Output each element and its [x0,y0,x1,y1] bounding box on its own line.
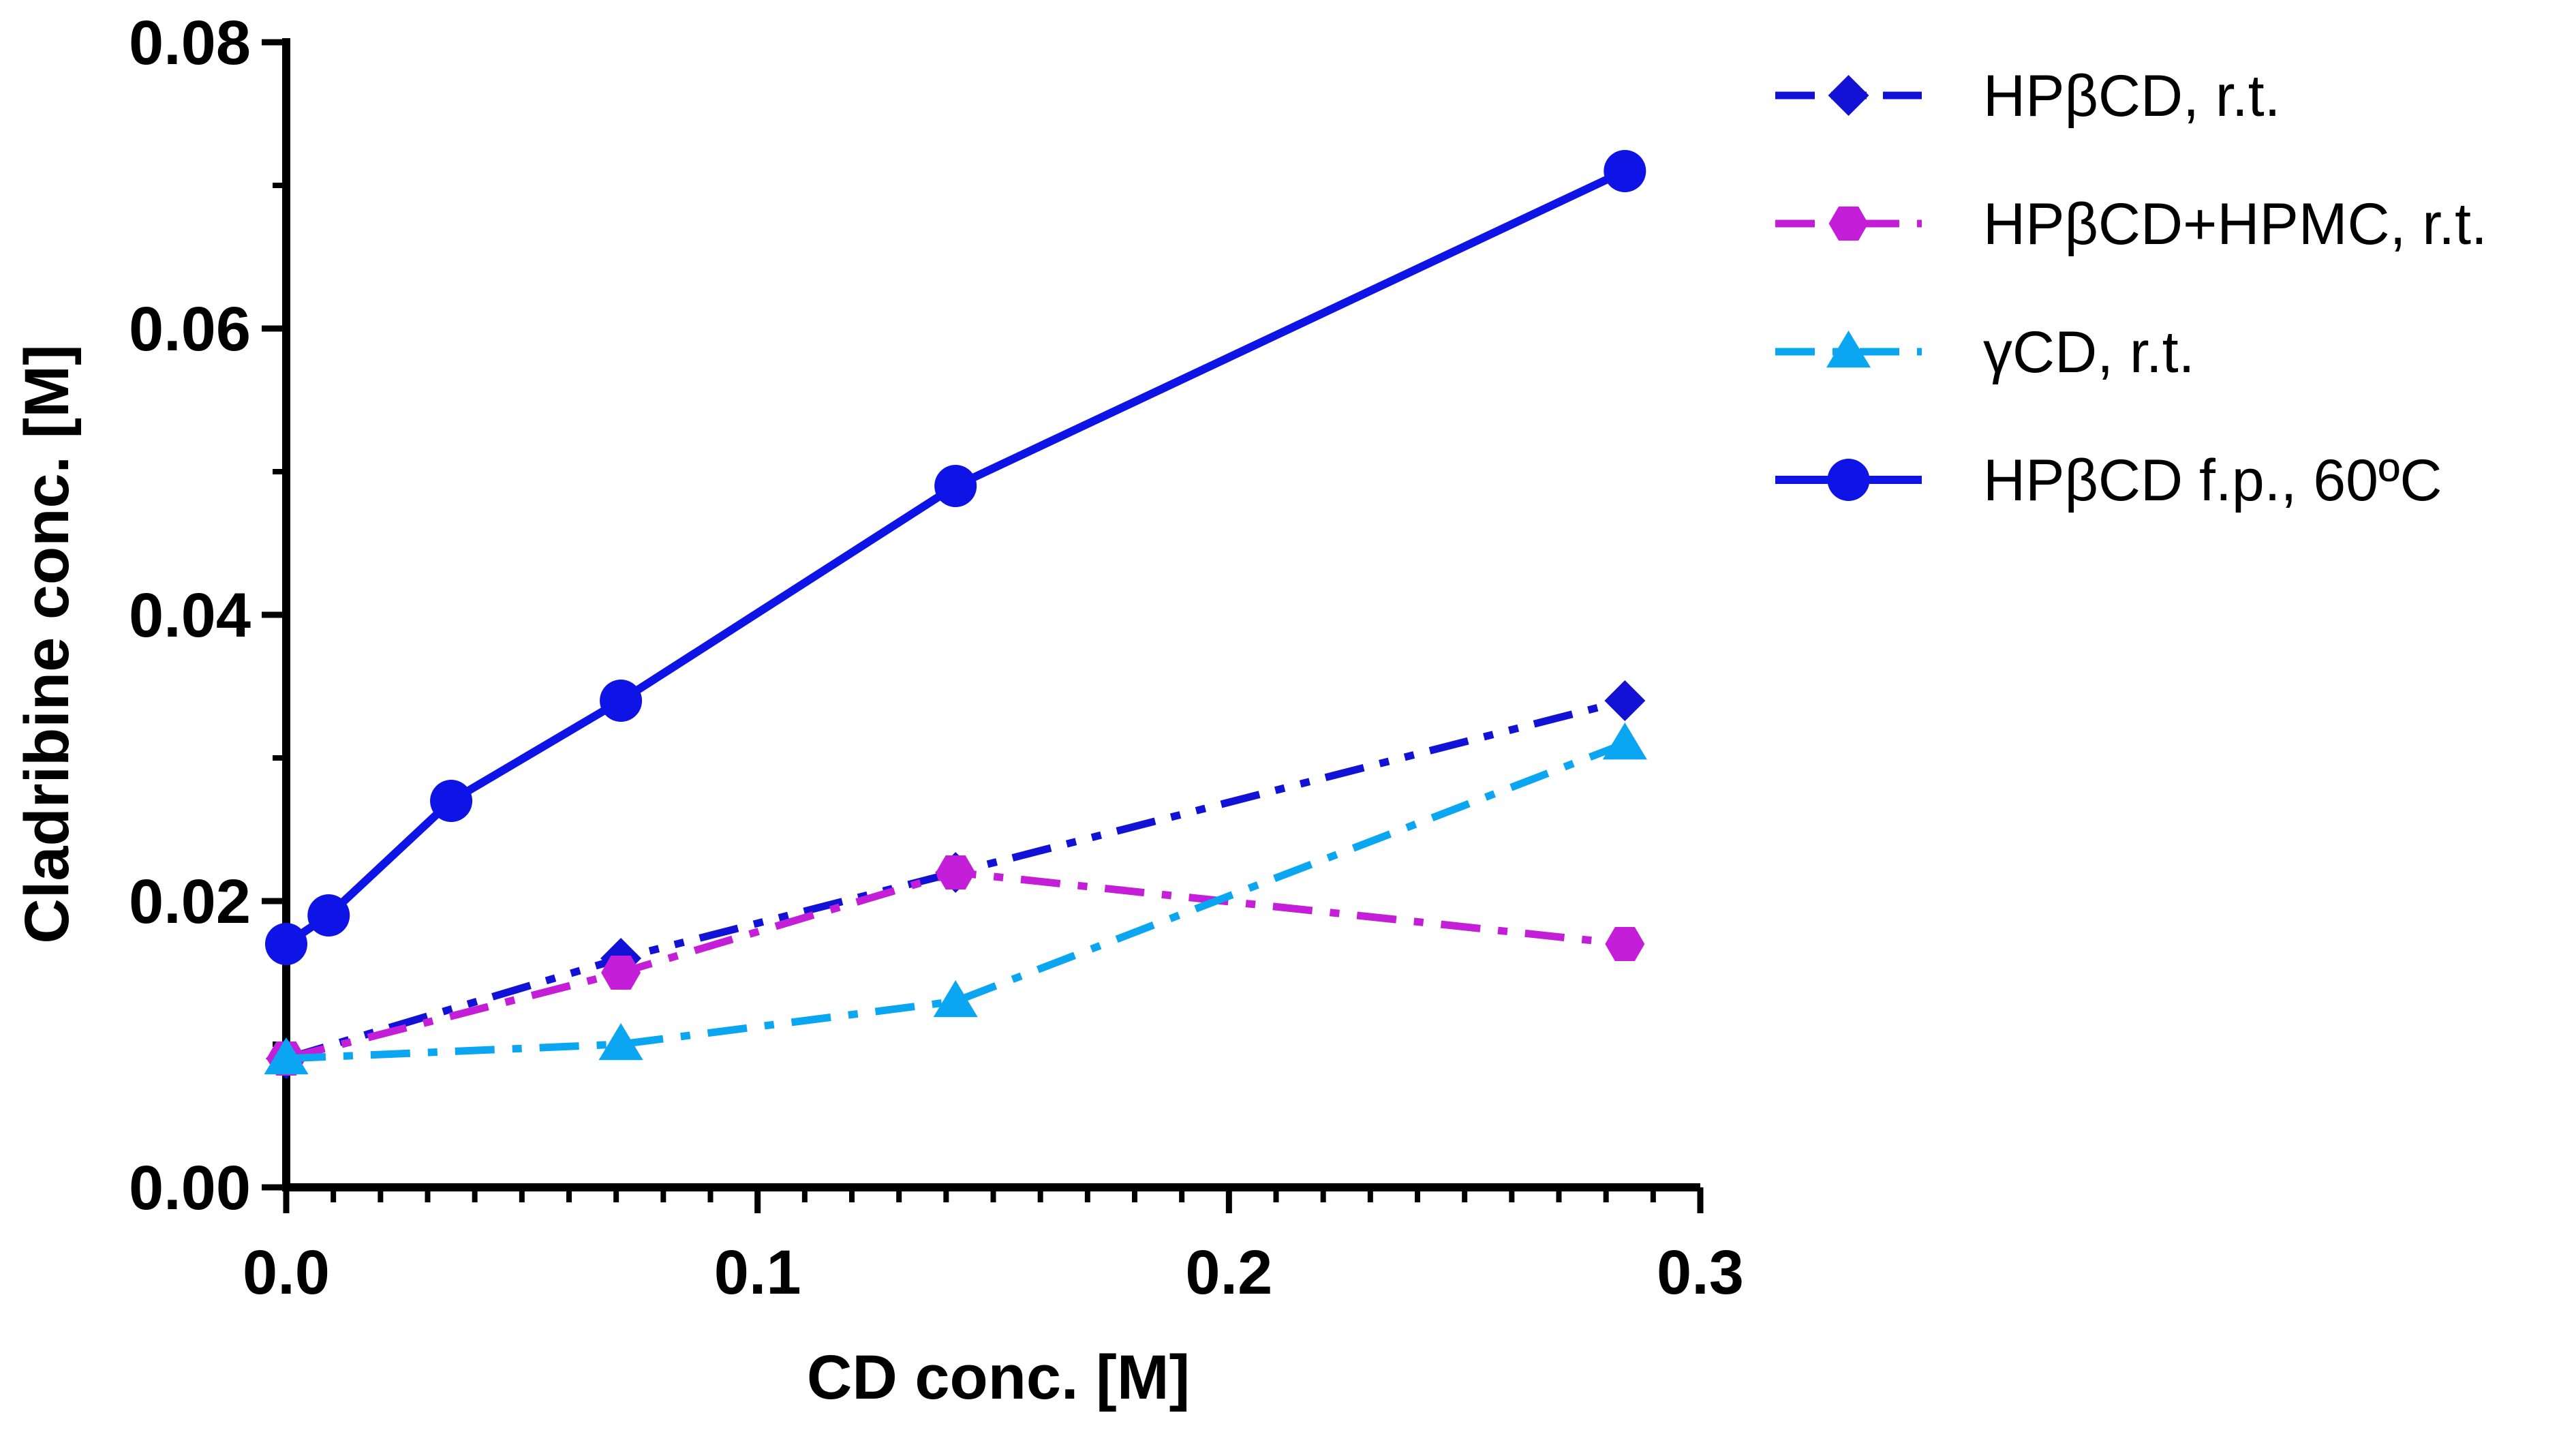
legend-item: γCD, r.t. [1775,320,2195,385]
data-point [1602,722,1647,760]
legend-item: HPβCD+HPMC, r.t. [1775,192,2487,257]
y-axis-title: Cladribine conc. [M] [12,344,82,943]
x-tick-label: 0.0 [243,1238,330,1307]
x-tick-label: 0.2 [1185,1238,1272,1307]
legend-marker [1828,207,1869,241]
data-point [264,1037,309,1075]
legend-label: γCD, r.t. [1983,320,2195,385]
data-point [601,956,641,990]
series-line [286,740,1627,1063]
legend-label: HPβCD, r.t. [1983,63,2281,129]
series-line [285,868,1625,1063]
legend-label: HPβCD f.p., 60ºC [1983,448,2442,513]
legend-marker [1827,459,1870,501]
legend-label: HPβCD+HPMC, r.t. [1983,192,2487,257]
legend-marker [1828,75,1869,116]
data-point [933,980,978,1018]
legend-marker [1826,331,1871,368]
y-tick-label: 0.06 [129,294,251,364]
data-point [430,780,473,822]
series-2 [264,722,1647,1075]
y-tick-label: 0.04 [129,581,251,650]
data-point [934,465,977,507]
x-tick-label: 0.3 [1657,1238,1744,1307]
data-point [1605,927,1645,961]
legend-item: HPβCD, r.t. [1775,63,2281,129]
data-point [1604,680,1646,721]
y-tick-label: 0.02 [129,867,251,937]
series-1 [266,855,1645,1076]
data-point [1604,150,1646,192]
series-layer [264,150,1647,1079]
legend-item: HPβCD f.p., 60ºC [1775,448,2442,513]
x-axis-title: CD conc. [M] [807,1343,1190,1412]
series-3 [265,150,1646,965]
data-point [307,894,350,937]
y-tick-label: 0.08 [129,8,251,78]
series-line [283,167,1627,947]
x-tick-label: 0.1 [714,1238,801,1307]
axes: 0.00 0.02 0.04 0.06 0.08 0.0 0.1 0.2 0.3 [129,8,1744,1307]
y-tick-label: 0.00 [129,1153,251,1223]
legend: HPβCD, r.t. HPβCD+HPMC, r.t. γCD, r.t. HPβC… [1775,63,2487,513]
data-point [936,855,976,889]
data-point [600,680,643,722]
data-point [265,923,307,965]
data-point [598,1023,643,1061]
